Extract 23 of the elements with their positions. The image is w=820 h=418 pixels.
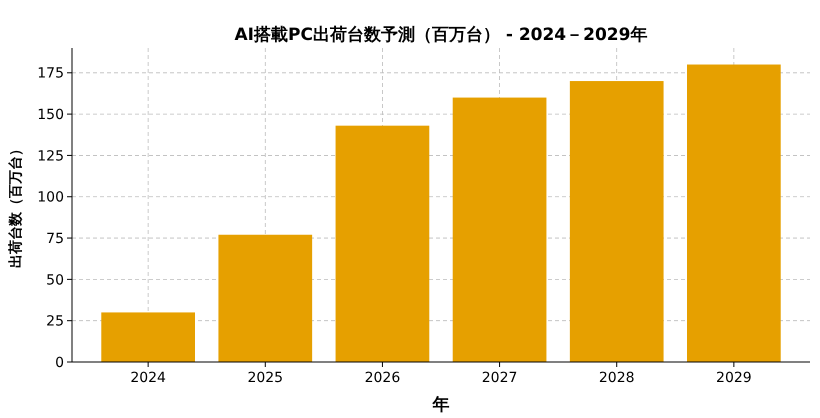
bar: [101, 312, 195, 362]
x-tick-label: 2026: [364, 370, 400, 386]
x-tick-label: 2027: [482, 370, 518, 386]
bar: [687, 64, 781, 362]
bar: [452, 98, 546, 362]
y-tick-label: 150: [37, 107, 64, 124]
y-tick-label: 75: [46, 230, 64, 247]
bar: [336, 126, 430, 362]
y-tick-label: 25: [46, 314, 64, 330]
bar: [218, 234, 312, 362]
y-tick-label: 100: [37, 190, 64, 206]
bar: [570, 81, 664, 362]
x-axis-title: 年: [432, 395, 450, 415]
x-tick-label: 2028: [598, 370, 635, 386]
y-axis-title: 出荷台数（百万台）: [8, 142, 24, 268]
x-tick-label: 2029: [716, 370, 752, 386]
y-tick-label: 175: [37, 66, 64, 82]
x-tick-label: 2024: [130, 370, 166, 386]
x-tick-label: 2025: [247, 370, 284, 386]
y-tick-label: 0: [55, 354, 64, 371]
y-tick-label: 50: [46, 272, 64, 288]
chart-title: AI搭載PC出荷台数予測（百万台） - 2024－2029年: [234, 25, 648, 45]
y-tick-label: 125: [37, 148, 64, 164]
